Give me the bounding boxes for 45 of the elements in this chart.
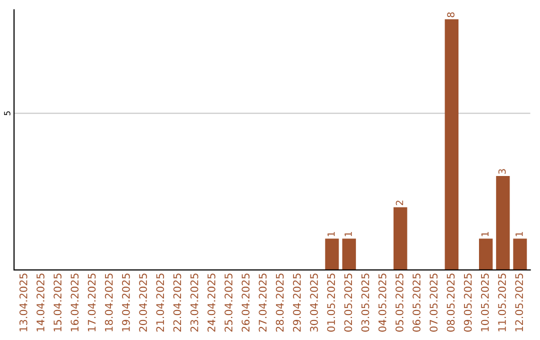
x-tick-label: 14.04.2025 <box>36 274 44 332</box>
bar <box>496 176 510 270</box>
x-tick-label: 08.05.2025 <box>446 274 455 332</box>
x-tick-label: 25.04.2025 <box>224 274 232 332</box>
x-tick-label: 04.05.2025 <box>378 274 386 332</box>
ref-line-label: 5 <box>4 111 10 116</box>
bar <box>513 238 527 270</box>
x-tick-label: 11.05.2025 <box>498 274 506 332</box>
data-label: 2 <box>396 200 404 206</box>
data-label: 3 <box>498 169 506 174</box>
x-tick-label: 26.04.2025 <box>242 274 250 332</box>
bar <box>394 207 408 270</box>
x-tick-label: 15.04.2025 <box>54 274 62 332</box>
bar <box>444 19 458 270</box>
x-tick-label: 06.05.2025 <box>412 274 420 332</box>
x-tick-label: 24.04.2025 <box>207 274 216 332</box>
x-tick-label: 05.05.2025 <box>396 274 404 332</box>
x-tick-label: 10.05.2025 <box>480 274 489 332</box>
data-label: 1 <box>344 232 352 236</box>
x-tick-label: 20.04.2025 <box>139 274 147 332</box>
x-tick-label: 16.04.2025 <box>70 274 79 332</box>
x-tick-label: 30.04.2025 <box>310 274 318 332</box>
x-tick-label: 03.05.2025 <box>361 274 370 332</box>
bar <box>342 238 356 270</box>
x-tick-label: 27.04.2025 <box>258 274 267 332</box>
x-tick-label: 29.04.2025 <box>292 274 301 332</box>
bar <box>325 238 339 270</box>
x-tick-label: 23.04.2025 <box>190 274 198 332</box>
x-tick-label: 18.04.2025 <box>104 274 113 332</box>
x-tick-label: 21.04.2025 <box>156 274 164 332</box>
x-tick-label: 09.05.2025 <box>464 274 472 332</box>
data-label: 1 <box>516 232 523 236</box>
x-tick-label: 22.04.2025 <box>173 274 182 332</box>
x-tick-label: 12.05.2025 <box>515 274 524 332</box>
x-tick-label: 07.05.2025 <box>430 274 438 332</box>
x-tick-label: 13.04.2025 <box>19 274 28 332</box>
data-label: 1 <box>328 232 335 236</box>
x-tick-label: 01.05.2025 <box>327 274 336 332</box>
bar <box>479 238 493 270</box>
data-label: 1 <box>481 232 489 236</box>
data-label: 8 <box>447 12 454 18</box>
x-tick-label: 19.04.2025 <box>122 274 130 332</box>
x-tick-label: 28.04.2025 <box>276 274 284 332</box>
x-tick-label: 02.05.2025 <box>344 274 352 332</box>
x-tick-label: 17.04.2025 <box>88 274 96 332</box>
